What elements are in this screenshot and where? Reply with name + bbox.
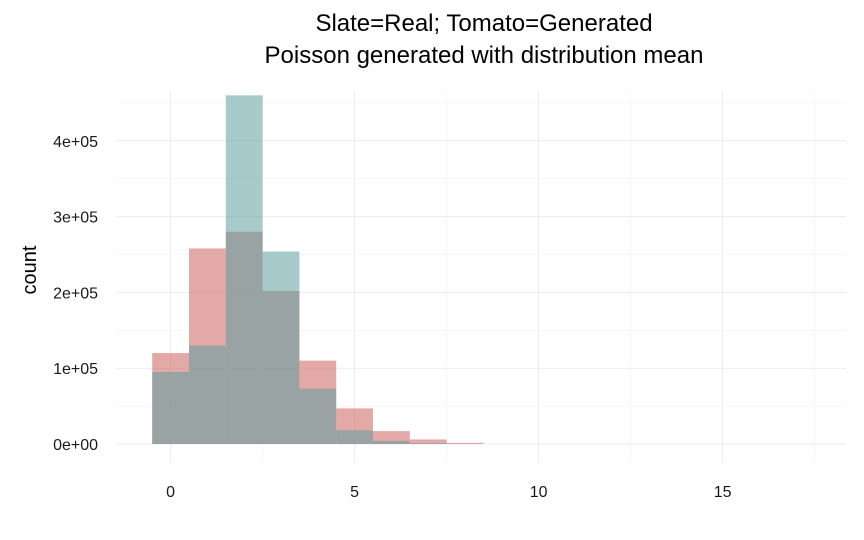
histogram-bar-series-2: [409, 443, 447, 444]
y-tick-label: 1e+05: [53, 361, 98, 378]
y-axis-ticks: 0e+00 1e+05 2e+05 3e+05 4e+05: [53, 134, 98, 454]
y-axis-label: count: [19, 245, 41, 294]
bars-layer: [152, 95, 484, 444]
chart-title-line-2: Poisson generated with distribution mean: [265, 42, 704, 69]
x-tick-label: 0: [166, 484, 175, 501]
histogram-bar-series-1: [373, 431, 410, 444]
x-tick-label: 15: [714, 484, 732, 501]
histogram-bar-series-2: [152, 371, 189, 444]
histogram-bar-series-1: [409, 439, 447, 444]
y-tick-label: 0e+00: [53, 437, 98, 454]
histogram-bar-series-2: [336, 430, 373, 444]
histogram-bar-series-2: [373, 440, 410, 444]
y-tick-label: 3e+05: [53, 210, 98, 227]
histogram-bar-series-2: [189, 345, 226, 444]
y-tick-label: 4e+05: [53, 134, 98, 151]
x-tick-label: 5: [350, 484, 359, 501]
x-axis-ticks: 0 5 10 15: [166, 484, 731, 501]
x-tick-label: 10: [530, 484, 548, 501]
histogram-bar-series-2: [299, 388, 337, 444]
y-tick-label: 2e+05: [53, 285, 98, 302]
histogram-bar-series-2: [225, 95, 263, 444]
chart-title-line-1: Slate=Real; Tomato=Generated: [315, 10, 652, 37]
histogram-bar-series-2: [262, 251, 300, 444]
histogram-bar-series-1: [446, 442, 484, 444]
